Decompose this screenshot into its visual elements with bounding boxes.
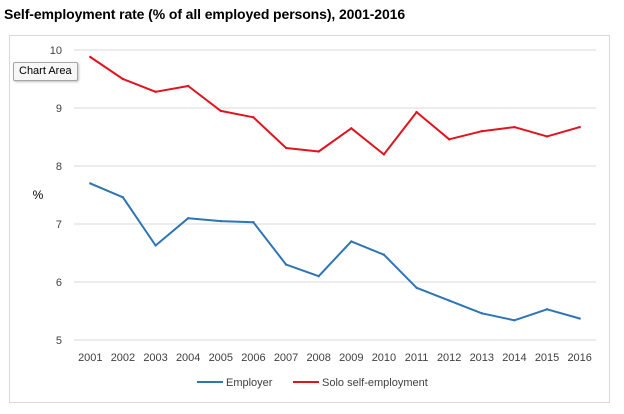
data-point[interactable]: [513, 319, 516, 322]
series-lines: [89, 55, 581, 322]
data-point[interactable]: [154, 244, 157, 247]
data-point[interactable]: [545, 308, 549, 311]
data-point[interactable]: [252, 116, 255, 119]
legend-label: Employer: [226, 377, 273, 389]
x-tick-label: 2007: [274, 352, 298, 364]
y-tick-label: 6: [56, 277, 62, 289]
data-point[interactable]: [480, 130, 484, 133]
x-axis-ticks: 2001 2002 2003 2004 2005 2006 2007 2008 2009 2010…: [78, 352, 592, 364]
x-tick-label: 2006: [241, 352, 265, 364]
data-point[interactable]: [578, 125, 581, 129]
y-tick-label: 9: [56, 103, 62, 115]
data-point[interactable]: [415, 286, 418, 289]
data-point[interactable]: [447, 299, 451, 302]
data-point[interactable]: [89, 182, 92, 185]
x-tick-label: 2009: [339, 352, 363, 364]
data-point[interactable]: [284, 146, 288, 150]
x-tick-label: 2013: [470, 352, 494, 364]
data-point[interactable]: [317, 150, 320, 153]
gridlines: [74, 49, 596, 341]
data-point[interactable]: [545, 135, 549, 138]
y-tick-label: 8: [56, 161, 62, 173]
data-point[interactable]: [480, 312, 484, 315]
data-point[interactable]: [578, 317, 581, 320]
data-point[interactable]: [186, 84, 190, 88]
data-point[interactable]: [350, 127, 353, 130]
data-point[interactable]: [186, 217, 190, 220]
y-axis-label: %: [33, 188, 44, 202]
data-point[interactable]: [382, 153, 386, 156]
chart-area[interactable]: [9, 35, 610, 403]
data-point[interactable]: [513, 125, 516, 129]
y-axis-ticks: 5 6 7 8 9 10: [50, 45, 62, 347]
x-tick-label: 2011: [405, 352, 429, 364]
data-point[interactable]: [382, 253, 386, 256]
chart-area-tooltip: Chart Area: [13, 62, 78, 81]
data-point[interactable]: [154, 90, 157, 93]
data-point[interactable]: [284, 263, 288, 266]
series-line-0[interactable]: [89, 182, 580, 322]
data-point[interactable]: [121, 77, 125, 81]
series-line-1[interactable]: [89, 56, 580, 156]
data-point[interactable]: [415, 110, 418, 114]
y-tick-label: 10: [50, 45, 62, 57]
data-point[interactable]: [350, 240, 353, 243]
y-tick-label: 7: [56, 219, 62, 231]
data-point[interactable]: [121, 196, 125, 199]
x-tick-label: 2001: [78, 352, 102, 364]
x-tick-label: 2012: [437, 352, 461, 364]
x-tick-label: 2008: [306, 352, 330, 364]
x-tick-label: 2003: [143, 352, 167, 364]
x-tick-label: 2004: [176, 352, 200, 364]
data-point[interactable]: [89, 55, 92, 59]
data-point[interactable]: [252, 221, 255, 224]
x-tick-label: 2010: [372, 352, 396, 364]
x-tick-label: 2015: [535, 352, 559, 364]
data-point[interactable]: [317, 275, 320, 278]
legend-label: Solo self-employment: [322, 377, 428, 389]
legend: Employer Solo self-employment: [197, 377, 428, 389]
data-point[interactable]: [219, 219, 223, 223]
y-tick-label: 5: [56, 335, 62, 347]
x-tick-label: 2016: [567, 352, 591, 364]
x-tick-label: 2014: [502, 352, 526, 364]
x-tick-label: 2002: [111, 352, 135, 364]
data-point[interactable]: [219, 109, 223, 113]
chart-title: Self-employment rate (% of all employed …: [4, 6, 406, 22]
x-tick-label: 2005: [209, 352, 233, 364]
data-point[interactable]: [447, 138, 451, 141]
